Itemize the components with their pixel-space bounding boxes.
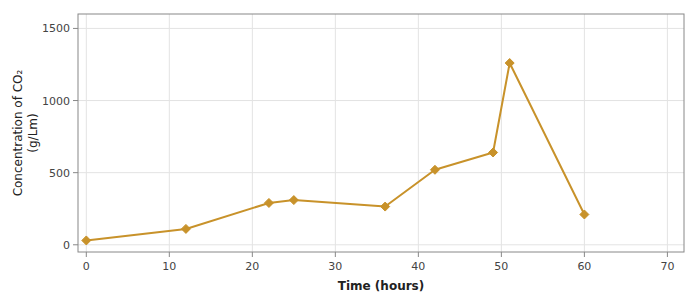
x-tick-label: 10 (162, 260, 176, 273)
marker (381, 202, 390, 211)
plot-background (78, 14, 684, 252)
y-axis-label: Concentration of CO₂(g/Lm) (11, 69, 40, 196)
x-tick-label: 20 (245, 260, 259, 273)
x-tick (501, 252, 502, 257)
y-tick (73, 172, 78, 173)
x-tick-label: 30 (328, 260, 342, 273)
y-tick-label: 1500 (42, 22, 70, 35)
x-tick-label: 70 (660, 260, 674, 273)
y-grid-line (78, 172, 684, 173)
x-grid-line (335, 14, 336, 252)
x-tick (252, 252, 253, 257)
x-tick (667, 252, 668, 257)
x-tick (418, 252, 419, 257)
x-grid-line (667, 14, 668, 252)
x-tick (86, 252, 87, 257)
x-grid-line (252, 14, 253, 252)
marker (430, 165, 439, 174)
x-tick-label: 60 (577, 260, 591, 273)
y-tick-label: 0 (63, 239, 70, 252)
y-grid-line (78, 28, 684, 29)
x-grid-line (86, 14, 87, 252)
y-tick-label: 500 (49, 167, 70, 180)
marker (181, 224, 190, 233)
chart-container: 0 10 20 30 40 50 60 70 0 500 1000 1500 Time (hours) C… (0, 0, 700, 300)
x-tick-label: 50 (494, 260, 508, 273)
y-grid-line (78, 244, 684, 245)
x-grid-line (418, 14, 419, 252)
line (86, 63, 584, 240)
axes: 0 10 20 30 40 50 60 70 0 500 1000 1500 (42, 14, 684, 273)
marker (289, 196, 298, 205)
marker (264, 198, 273, 207)
x-tick (584, 252, 585, 257)
y-grid-line (78, 100, 684, 101)
plot-frame (78, 14, 684, 252)
y-tick (73, 100, 78, 101)
chart-svg: 0 10 20 30 40 50 60 70 0 500 1000 1500 Time (hours) C… (0, 0, 700, 300)
y-tick (73, 28, 78, 29)
x-axis-label: Time (hours) (338, 279, 424, 293)
marker (580, 210, 589, 219)
x-tick (169, 252, 170, 257)
x-tick-label: 0 (83, 260, 90, 273)
marker (505, 59, 514, 68)
series (82, 59, 589, 245)
x-tick-label: 40 (411, 260, 425, 273)
y-tick (73, 244, 78, 245)
grid (78, 14, 684, 252)
marker (82, 236, 91, 245)
x-grid-line (501, 14, 502, 252)
marker (489, 148, 498, 157)
y-tick-label: 1000 (42, 95, 70, 108)
x-grid-line (169, 14, 170, 252)
x-tick (335, 252, 336, 257)
